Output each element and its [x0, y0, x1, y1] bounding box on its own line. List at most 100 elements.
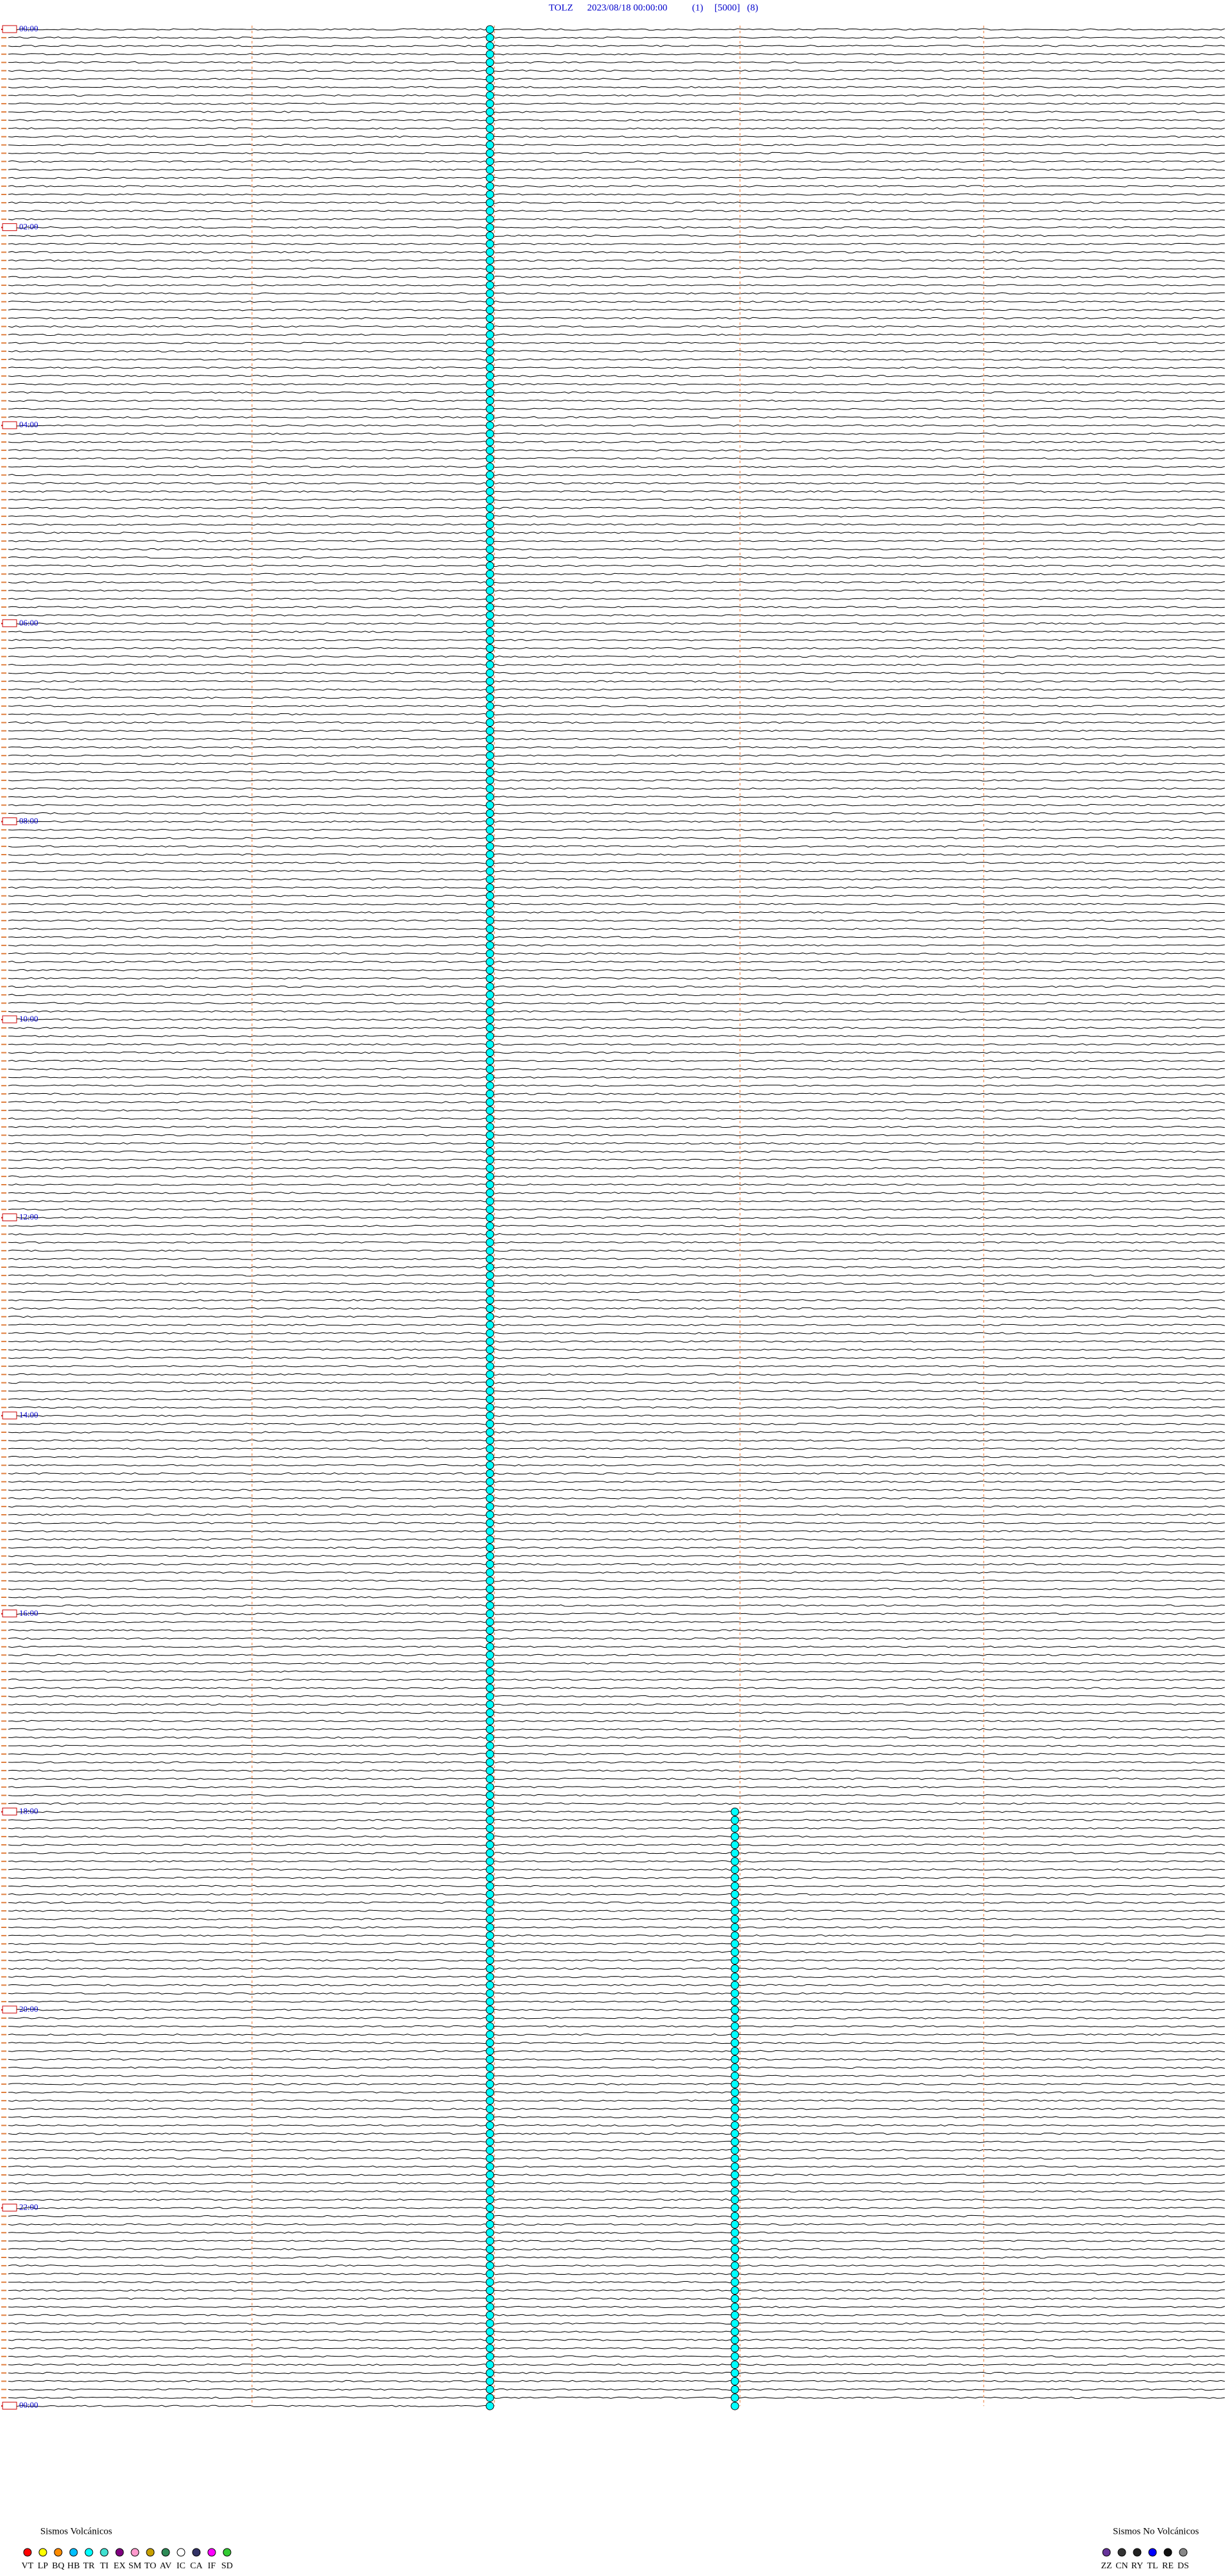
event-marker [485, 1675, 494, 1684]
event-marker [485, 2204, 494, 2213]
trace [8, 226, 1225, 229]
legend-label: LP [38, 2561, 49, 2571]
event-marker [730, 1948, 739, 1957]
legend-label: HB [67, 2561, 79, 2571]
trace [8, 2017, 1225, 2019]
event-marker [485, 1098, 494, 1107]
event-marker [485, 1246, 494, 1255]
trace [8, 465, 1225, 468]
event-marker [485, 1254, 494, 1263]
trace [8, 754, 1225, 757]
event-marker [485, 1799, 494, 1808]
event-marker [485, 1222, 494, 1230]
trace [8, 1315, 1225, 1318]
event-marker [485, 1494, 494, 1503]
trace [8, 77, 1225, 81]
trace [8, 2363, 1225, 2366]
hour-box [2, 1213, 17, 1222]
trace [8, 1893, 1225, 1896]
hour-box [2, 817, 17, 825]
event-marker [485, 1642, 494, 1651]
legend-label: SM [129, 2561, 142, 2571]
event-marker [730, 2096, 739, 2105]
event-marker [485, 553, 494, 562]
trace [8, 1629, 1225, 1632]
event-marker [485, 1213, 494, 1222]
trace [8, 828, 1225, 832]
trace [8, 1654, 1225, 1657]
trace [8, 1679, 1225, 1681]
event-marker [485, 1618, 494, 1627]
event-marker [485, 1288, 494, 1297]
event-marker [485, 1197, 494, 1206]
event-marker [485, 1461, 494, 1470]
event-marker [485, 1064, 494, 1073]
trace [8, 853, 1225, 856]
event-marker [485, 1898, 494, 1907]
legend-marker [23, 2548, 32, 2557]
trace [8, 1027, 1225, 1029]
trace [8, 490, 1225, 493]
event-marker [485, 693, 494, 702]
trace [8, 2347, 1225, 2350]
trace [8, 482, 1225, 485]
trace [8, 1183, 1225, 1186]
trace [8, 1588, 1225, 1590]
event-marker [730, 1815, 739, 1824]
trace [8, 2190, 1225, 2193]
event-marker [485, 759, 494, 768]
event-marker [485, 1015, 494, 1024]
event-marker [485, 2137, 494, 2146]
trace [8, 2289, 1225, 2292]
event-marker [730, 2319, 739, 2328]
event-marker [485, 1081, 494, 1090]
trace [8, 2215, 1225, 2218]
event-marker [730, 2088, 739, 2097]
hour-label: 00:00 [19, 2400, 38, 2410]
event-marker [485, 569, 494, 578]
legend-marker [207, 2548, 216, 2557]
trace [8, 2009, 1225, 2011]
trace [8, 2240, 1225, 2242]
trace [8, 1134, 1225, 1137]
event-marker [485, 173, 494, 182]
event-marker [485, 1502, 494, 1511]
event-marker [485, 1890, 494, 1899]
trace [8, 168, 1225, 171]
trace [8, 837, 1225, 839]
trace [8, 795, 1225, 798]
trace [8, 606, 1225, 608]
event-marker [485, 2080, 494, 2089]
event-marker [485, 33, 494, 42]
event-marker [485, 149, 494, 157]
event-marker [485, 1428, 494, 1437]
trace [8, 1324, 1225, 1327]
event-marker [485, 727, 494, 735]
event-marker [485, 1172, 494, 1181]
event-marker [485, 1882, 494, 1890]
event-marker [730, 1857, 739, 1866]
event-marker [485, 2369, 494, 2378]
trace [8, 1934, 1225, 1937]
trace [8, 333, 1225, 336]
event-marker [485, 594, 494, 603]
trace [8, 1423, 1225, 1425]
event-marker [485, 1229, 494, 1238]
trace [8, 399, 1225, 402]
trace [8, 2388, 1225, 2391]
event-marker [485, 239, 494, 248]
event-marker [485, 1485, 494, 1494]
event-marker [485, 1444, 494, 1453]
event-marker [485, 1972, 494, 1981]
event-marker [485, 1023, 494, 1032]
trace [8, 441, 1225, 443]
trace [8, 614, 1225, 617]
trace [8, 812, 1225, 815]
trace [8, 1068, 1225, 1071]
event-marker [485, 1304, 494, 1313]
trace [8, 234, 1225, 237]
event-marker [485, 1956, 494, 1965]
trace [8, 1348, 1225, 1351]
trace [8, 2380, 1225, 2383]
trace [8, 746, 1225, 749]
